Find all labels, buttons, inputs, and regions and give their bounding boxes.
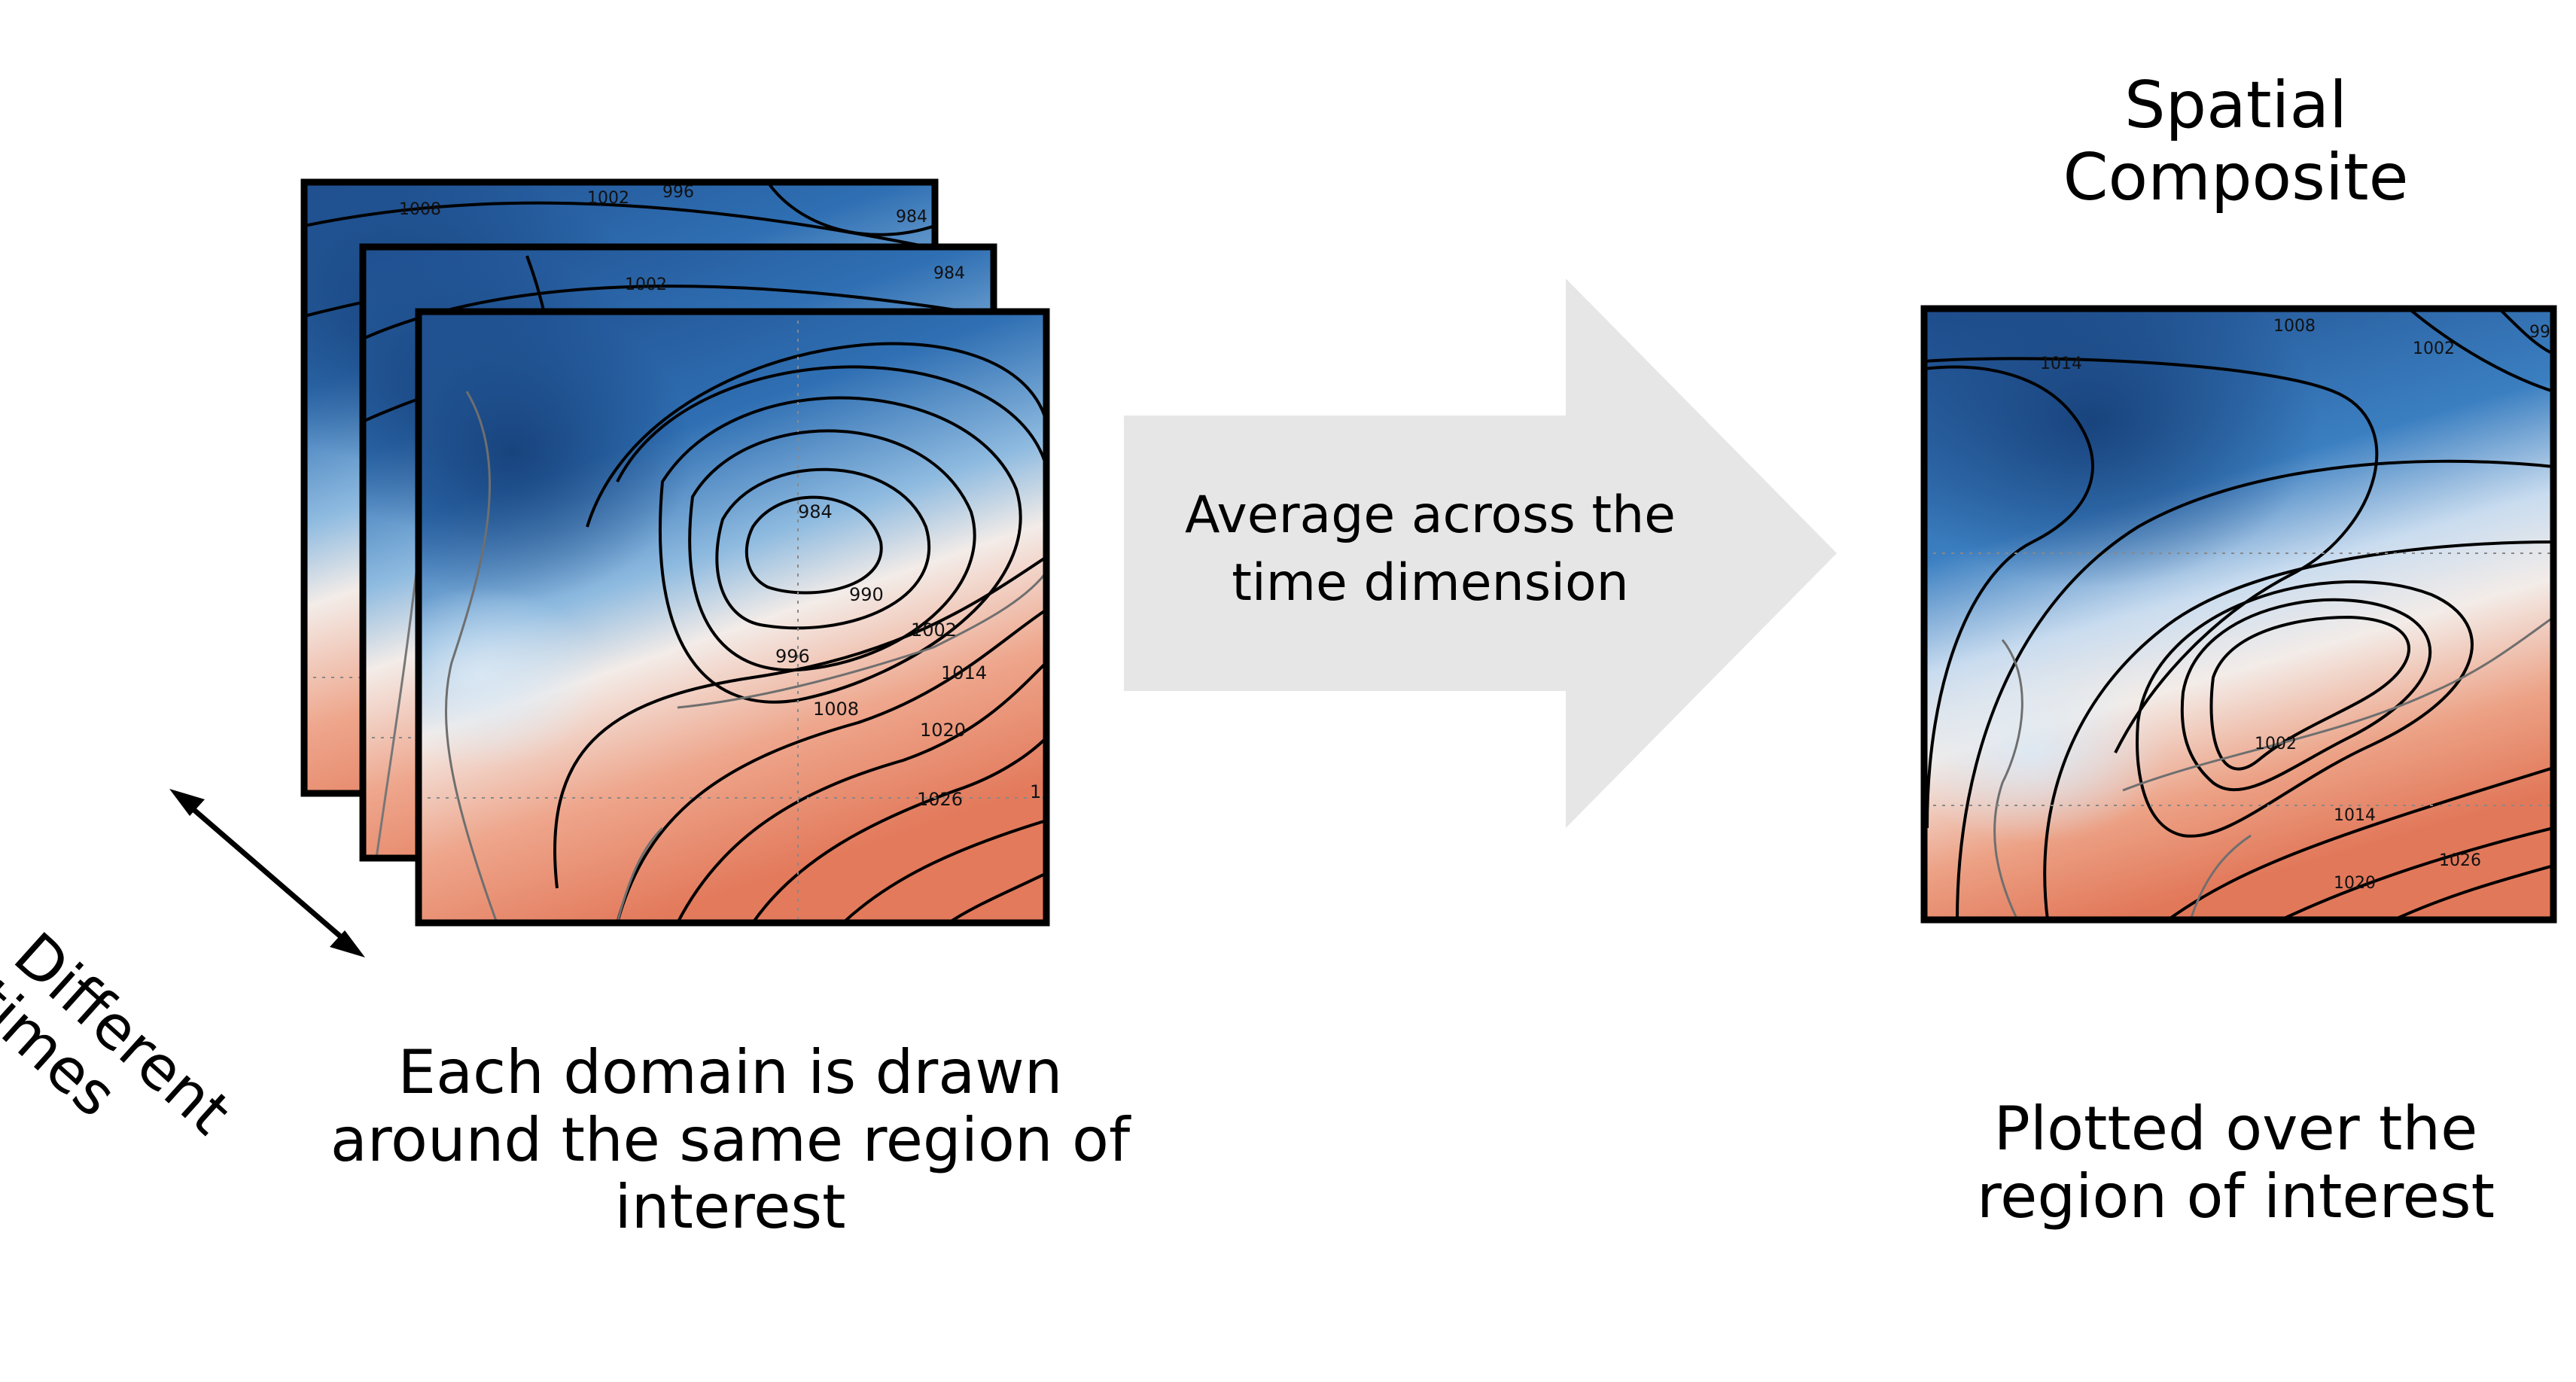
composite-title: Spatial Composite <box>1897 69 2574 215</box>
front-contour-label: 1002 <box>911 619 957 641</box>
front-contour-label: 990 <box>849 584 884 605</box>
front-contour-label: 984 <box>798 501 833 522</box>
composite-contour-label: 1020 <box>2334 874 2376 893</box>
arrow-label: Average across the time dimension <box>1107 482 1754 617</box>
front-contour-label: 996 <box>775 646 810 667</box>
composite-contour-label: 1014 <box>2040 355 2082 373</box>
middle-contour-label: 1002 <box>625 275 667 294</box>
front-contour-label: 1 <box>1030 781 1041 802</box>
front-contour-label: 1026 <box>917 789 963 810</box>
back-contour-label: 1008 <box>399 200 441 219</box>
composite-contour-label: 1002 <box>2413 339 2455 358</box>
back-contour-label: 984 <box>896 208 927 227</box>
right-caption: Plotted over the region of interest <box>1837 1095 2576 1230</box>
back-contour-label: 1002 <box>587 189 629 208</box>
front-contour-label: 1008 <box>813 699 859 720</box>
front-contour-label: 1020 <box>920 720 966 741</box>
middle-contour-label: 984 <box>933 264 965 283</box>
front-contour-label: 1014 <box>941 662 987 683</box>
composite-contour-label: 1008 <box>2273 317 2316 336</box>
composite-contour-label: 1002 <box>2255 735 2297 753</box>
map-stack-front: 984 990 996 1002 1008 1014 1020 1026 1 <box>331 301 1046 923</box>
composite-contour-label: 1014 <box>2334 806 2376 825</box>
composite-map: 1014 1008 1002 99 1002 1014 1020 1026 <box>1867 256 2553 920</box>
back-contour-label: 996 <box>662 183 694 202</box>
composite-contour-label: 99 <box>2529 323 2550 342</box>
composite-contour-label: 1026 <box>2439 851 2481 870</box>
time-axis-arrow <box>169 789 365 957</box>
left-caption: Each domain is drawn around the same reg… <box>226 1039 1235 1241</box>
